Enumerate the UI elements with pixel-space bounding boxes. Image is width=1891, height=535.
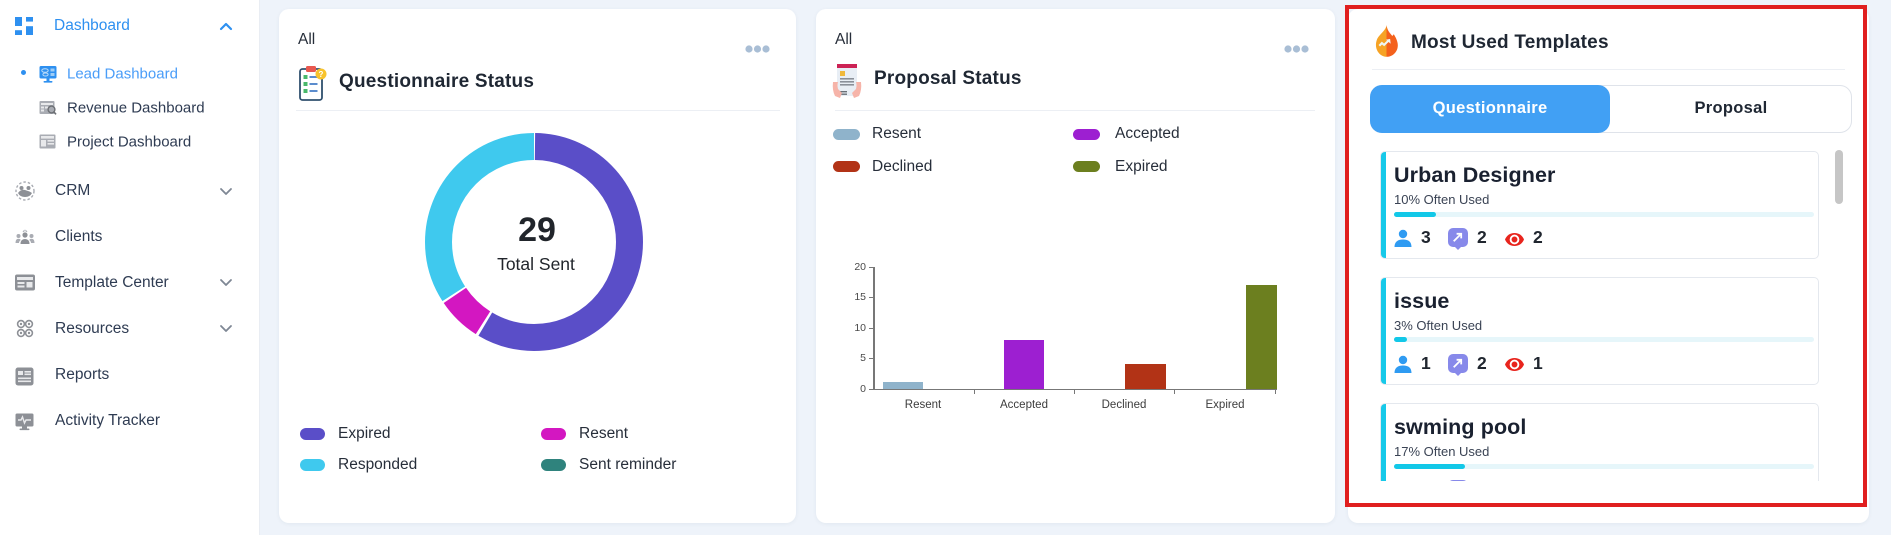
svg-text:?: ? — [319, 70, 324, 79]
